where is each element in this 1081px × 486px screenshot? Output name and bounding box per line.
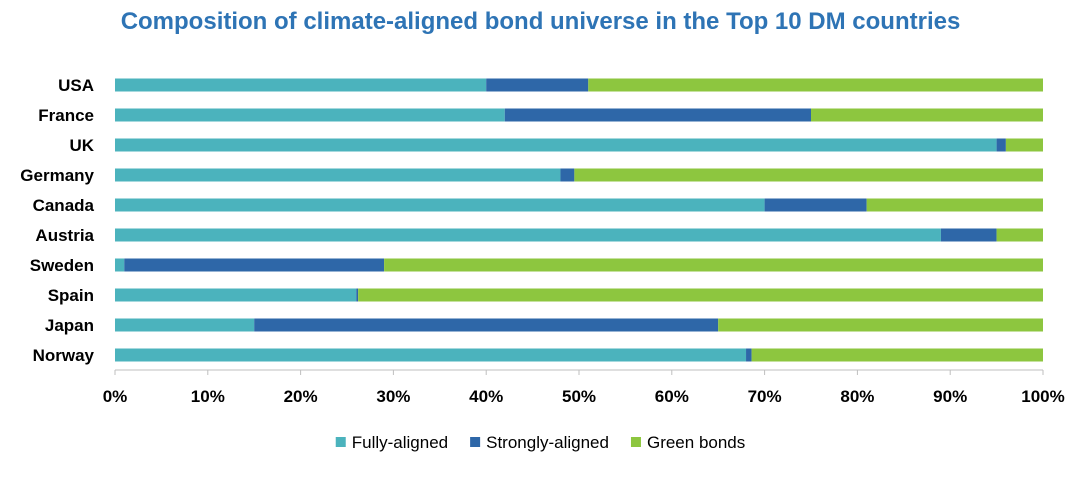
x-tick-label: 40% bbox=[469, 387, 503, 406]
category-label: Austria bbox=[35, 226, 94, 245]
category-label: Japan bbox=[45, 316, 94, 335]
bar-spain-fully-aligned bbox=[115, 288, 357, 302]
bar-canada-fully-aligned bbox=[115, 198, 765, 212]
bar-austria-green-bonds bbox=[996, 228, 1043, 242]
bar-uk-fully-aligned bbox=[115, 138, 997, 152]
bar-canada-strongly-aligned bbox=[764, 198, 867, 212]
x-tick-label: 50% bbox=[562, 387, 596, 406]
bar-japan-fully-aligned bbox=[115, 318, 255, 332]
legend-swatch-fully-aligned bbox=[335, 437, 346, 447]
x-tick-label: 70% bbox=[748, 387, 782, 406]
legend-label: Fully-aligned bbox=[352, 433, 448, 452]
bar-uk-strongly-aligned bbox=[996, 138, 1006, 152]
bar-germany-green-bonds bbox=[574, 168, 1043, 182]
category-label: UK bbox=[69, 136, 94, 155]
x-tick-label: 90% bbox=[933, 387, 967, 406]
bar-austria-fully-aligned bbox=[115, 228, 941, 242]
bar-france-fully-aligned bbox=[115, 108, 505, 122]
bar-france-strongly-aligned bbox=[504, 108, 811, 122]
bar-france-green-bonds bbox=[811, 108, 1043, 122]
bar-austria-strongly-aligned bbox=[940, 228, 997, 242]
category-label: Canada bbox=[33, 196, 95, 215]
x-tick-label: 0% bbox=[103, 387, 128, 406]
bar-spain-strongly-aligned bbox=[356, 288, 359, 302]
category-label: Germany bbox=[20, 166, 94, 185]
x-tick-label: 10% bbox=[191, 387, 225, 406]
bar-germany-fully-aligned bbox=[115, 168, 561, 182]
category-label: Sweden bbox=[30, 256, 94, 275]
bar-usa-green-bonds bbox=[588, 78, 1043, 92]
bar-sweden-strongly-aligned bbox=[124, 258, 385, 272]
bar-usa-fully-aligned bbox=[115, 78, 487, 92]
bar-spain-green-bonds bbox=[358, 288, 1043, 302]
bar-norway-green-bonds bbox=[751, 348, 1043, 362]
category-label: USA bbox=[58, 76, 94, 95]
bar-japan-green-bonds bbox=[718, 318, 1043, 332]
x-tick-label: 80% bbox=[840, 387, 874, 406]
category-label: France bbox=[38, 106, 94, 125]
x-tick-label: 20% bbox=[284, 387, 318, 406]
bar-sweden-fully-aligned bbox=[115, 258, 125, 272]
bar-germany-strongly-aligned bbox=[560, 168, 575, 182]
bar-norway-fully-aligned bbox=[115, 348, 747, 362]
legend-swatch-strongly-aligned bbox=[470, 437, 481, 447]
bar-japan-strongly-aligned bbox=[254, 318, 719, 332]
legend-label: Strongly-aligned bbox=[486, 433, 609, 452]
category-label: Norway bbox=[33, 346, 95, 365]
bar-norway-strongly-aligned bbox=[746, 348, 752, 362]
bar-canada-green-bonds bbox=[866, 198, 1043, 212]
legend-label: Green bonds bbox=[647, 433, 745, 452]
legend-swatch-green-bonds bbox=[630, 437, 641, 447]
bar-sweden-green-bonds bbox=[384, 258, 1043, 272]
x-tick-label: 30% bbox=[376, 387, 410, 406]
x-tick-label: 60% bbox=[655, 387, 689, 406]
bar-uk-green-bonds bbox=[1005, 138, 1043, 152]
bar-usa-strongly-aligned bbox=[486, 78, 589, 92]
x-tick-label: 100% bbox=[1021, 387, 1064, 406]
chart-title: Composition of climate-aligned bond univ… bbox=[120, 8, 961, 35]
category-label: Spain bbox=[48, 286, 94, 305]
